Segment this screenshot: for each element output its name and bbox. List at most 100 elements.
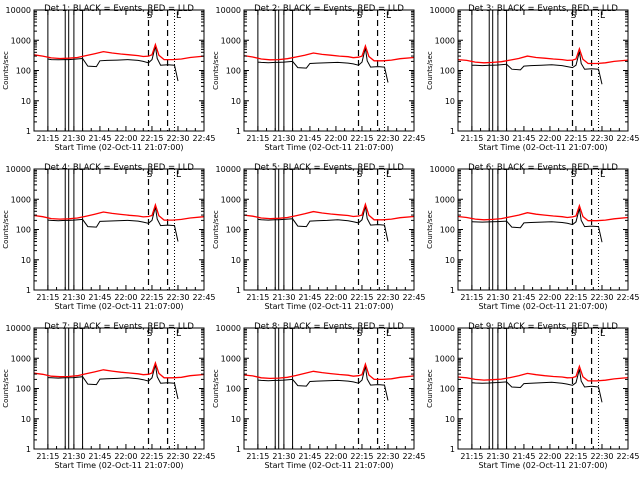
x-axis-label: Start Time (02-Oct-11 21:07:00) (478, 143, 607, 152)
y-tick-label: 100 (16, 226, 31, 235)
y-tick-label: 10000 (6, 6, 31, 15)
lld-marker-label: L (176, 329, 181, 339)
x-tick-label: 22:00 (324, 134, 347, 143)
x-tick-label: 21:30 (62, 293, 85, 302)
y-tick-label: 1000 (221, 36, 241, 45)
x-tick-label: 22:15 (350, 134, 373, 143)
y-tick-label: 1 (236, 127, 241, 136)
x-tick-label: 22:45 (616, 293, 639, 302)
y-tick-label: 10 (445, 415, 455, 424)
x-tick-label: 22:30 (590, 293, 613, 302)
series-line-events (47, 45, 179, 82)
plot-frame (33, 327, 205, 450)
y-tick-label: 1 (450, 286, 455, 295)
y-axis-label: Counts/sec (2, 369, 10, 408)
y-axis-label: Counts/sec (2, 51, 10, 90)
panel-title: Det 5: BLACK = Events, RED = LLD (254, 163, 404, 173)
lld-marker-label: L (176, 170, 181, 180)
detector-panel-6: 1 10 100 1000 10000 21:15 21:30 21:45 22:00 22:15… (426, 163, 640, 311)
series-line-events (47, 364, 179, 400)
y-tick-label: 10 (445, 256, 455, 265)
x-tick-label: 21:15 (246, 293, 269, 302)
x-tick-label: 22:15 (350, 293, 373, 302)
x-tick-label: 21:15 (246, 134, 269, 143)
y-tick-label: 100 (16, 385, 31, 394)
saa-marker-label: S (147, 329, 153, 339)
lld-marker-label: L (176, 11, 181, 21)
saa-marker-label: S (357, 329, 363, 339)
y-tick-label: 1000 (11, 36, 31, 45)
series-line-events (471, 51, 603, 85)
x-tick-label: 22:30 (166, 452, 189, 461)
x-axis-label: Start Time (02-Oct-11 21:07:00) (54, 302, 183, 311)
y-tick-label: 10000 (430, 324, 455, 333)
x-tick-label: 22:45 (402, 293, 425, 302)
y-tick-label: 10 (231, 97, 241, 106)
detector-panel-2: 1 10 100 1000 10000 21:15 21:30 21:45 22:00 22:15… (212, 4, 426, 152)
x-tick-label: 22:45 (402, 452, 425, 461)
saa-marker-label: S (147, 11, 153, 21)
y-tick-label: 100 (16, 67, 31, 76)
y-tick-label: 100 (226, 67, 241, 76)
detector-panel-7: 1 10 100 1000 10000 21:15 21:30 21:45 22:00 22:15… (2, 322, 216, 470)
x-tick-label: 22:45 (616, 134, 639, 143)
x-tick-label: 22:00 (324, 293, 347, 302)
saa-marker-label: S (357, 170, 363, 180)
y-tick-label: 10 (21, 97, 31, 106)
y-tick-label: 1000 (435, 354, 455, 363)
x-tick-label: 22:00 (114, 134, 137, 143)
x-tick-label: 22:15 (564, 134, 587, 143)
series-line-lld (457, 203, 629, 222)
x-tick-label: 22:00 (114, 293, 137, 302)
x-axis-label: Start Time (02-Oct-11 21:07:00) (478, 461, 607, 470)
series-line-events (257, 366, 389, 401)
panel-title: Det 3: BLACK = Events, RED = LLD (468, 4, 618, 14)
series-line-events (257, 47, 389, 83)
x-tick-label: 22:15 (564, 452, 587, 461)
y-tick-label: 100 (226, 385, 241, 394)
panel-title: Det 1: BLACK = Events, RED = LLD (44, 4, 194, 14)
y-tick-label: 1 (450, 445, 455, 454)
x-tick-label: 21:30 (62, 134, 85, 143)
y-axis-label: Counts/sec (212, 210, 220, 249)
series-line-lld (33, 202, 205, 221)
plot-frame (243, 327, 415, 450)
y-tick-label: 10 (21, 415, 31, 424)
lld-marker-label: L (600, 170, 605, 180)
panel-title: Det 7: BLACK = Events, RED = LLD (44, 322, 194, 332)
x-tick-label: 22:00 (538, 134, 561, 143)
detector-panel-4: 1 10 100 1000 10000 21:15 21:30 21:45 22:00 22:15… (2, 163, 216, 311)
series-line-lld (33, 360, 205, 379)
y-tick-label: 1 (26, 127, 31, 136)
series-line-lld (457, 46, 629, 65)
detector-panel-1: 1 10 100 1000 10000 21:15 21:30 21:45 22:00 22:15… (2, 4, 216, 152)
y-tick-label: 1000 (435, 36, 455, 45)
x-tick-label: 22:15 (564, 293, 587, 302)
panel-title: Det 2: BLACK = Events, RED = LLD (254, 4, 404, 14)
y-tick-label: 10 (231, 415, 241, 424)
y-tick-label: 100 (440, 226, 455, 235)
x-tick-label: 22:45 (192, 293, 215, 302)
x-tick-label: 22:30 (590, 452, 613, 461)
detector-panel-8: 1 10 100 1000 10000 21:15 21:30 21:45 22:00 22:15… (212, 322, 426, 470)
y-tick-label: 1000 (11, 354, 31, 363)
x-axis-label: Start Time (02-Oct-11 21:07:00) (54, 461, 183, 470)
series-line-events (47, 206, 179, 242)
x-tick-label: 21:15 (460, 452, 483, 461)
y-tick-label: 10000 (216, 324, 241, 333)
y-tick-label: 1 (236, 445, 241, 454)
panel-title: Det 6: BLACK = Events, RED = LLD (468, 163, 618, 173)
plot-frame (33, 9, 205, 132)
x-tick-label: 21:45 (88, 452, 111, 461)
x-tick-label: 22:30 (166, 293, 189, 302)
x-tick-label: 22:15 (140, 452, 163, 461)
x-axis-label: Start Time (02-Oct-11 21:07:00) (264, 461, 393, 470)
x-tick-label: 22:00 (538, 293, 561, 302)
x-tick-label: 21:15 (36, 134, 59, 143)
x-tick-label: 21:30 (272, 134, 295, 143)
x-tick-label: 21:15 (460, 134, 483, 143)
x-tick-label: 22:30 (376, 134, 399, 143)
x-tick-label: 21:15 (246, 452, 269, 461)
x-tick-label: 21:30 (486, 134, 509, 143)
y-tick-label: 100 (440, 385, 455, 394)
